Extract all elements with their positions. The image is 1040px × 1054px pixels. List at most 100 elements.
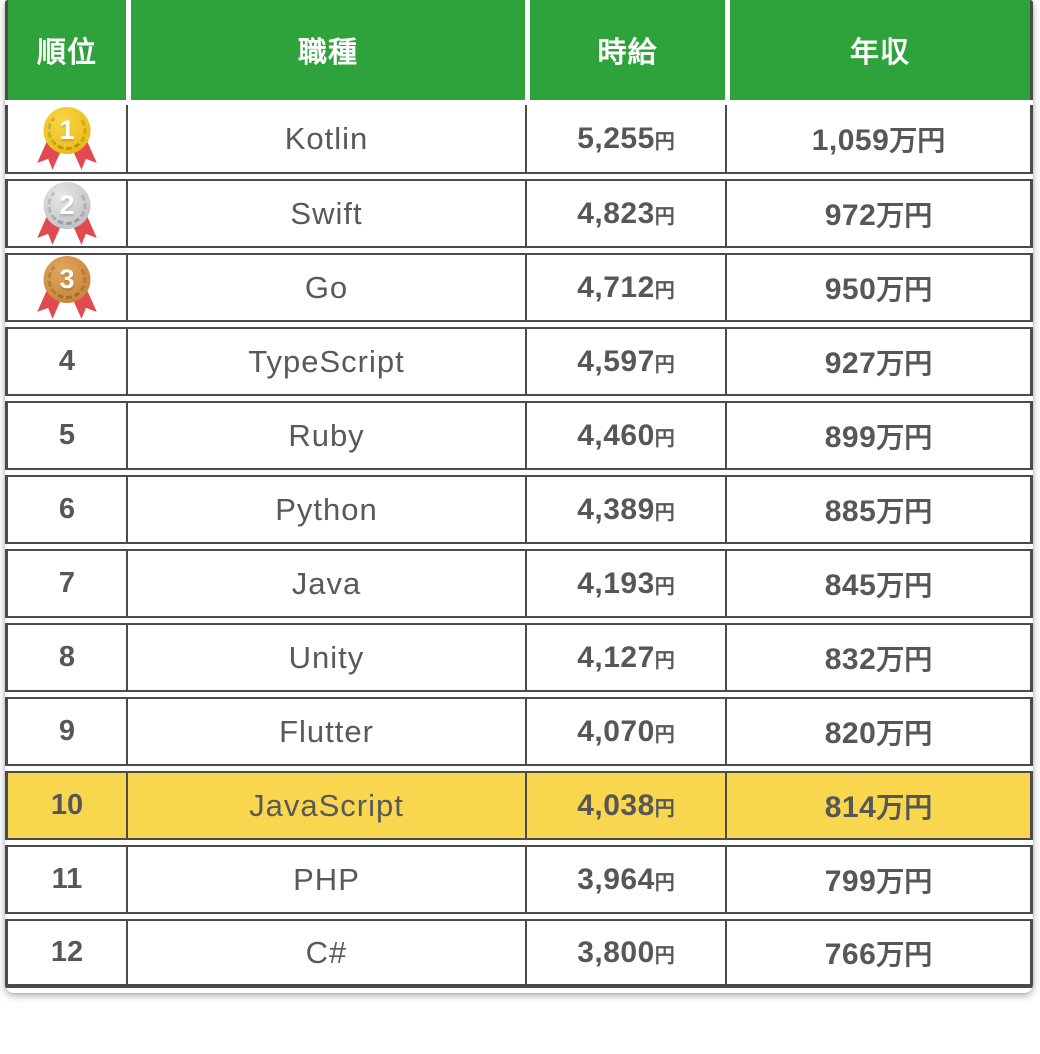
rank-cell: 5 <box>5 401 126 470</box>
hourly-wage-unit: 円 <box>654 871 675 894</box>
hourly-wage-value: 4,823 <box>577 196 655 230</box>
hourly-wage-cell: 3,800円 <box>525 919 725 988</box>
hourly-wage-cell: 4,597円 <box>525 327 725 396</box>
rank-number: 6 <box>58 493 76 525</box>
language-cell: Ruby <box>126 401 525 470</box>
header-wage: 時給 <box>525 0 725 100</box>
table-row: 3 Go 4,712円 950万円 <box>5 253 1033 322</box>
hourly-wage-cell: 3,964円 <box>525 845 725 914</box>
hourly-wage-unit: 円 <box>654 944 675 967</box>
hourly-wage-value: 3,800 <box>577 935 655 969</box>
language-cell: PHP <box>126 845 525 914</box>
hourly-wage-cell: 4,823円 <box>525 179 725 248</box>
medal-coin: 3 <box>43 255 91 303</box>
language-name: PHP <box>293 861 360 897</box>
rank-number: 9 <box>58 715 76 747</box>
annual-salary-unit: 万円 <box>876 421 933 453</box>
rank-cell: 9 <box>5 697 126 766</box>
medal-rank-number: 2 <box>59 189 75 220</box>
hourly-wage-unit: 円 <box>654 205 675 228</box>
language-name: Python <box>275 491 378 527</box>
rank-cell: 4 <box>5 327 126 396</box>
hourly-wage-value: 5,255 <box>577 121 655 155</box>
rank-number: 11 <box>51 863 83 895</box>
rank-cell: 1 <box>5 105 126 174</box>
hourly-wage-unit: 円 <box>654 279 675 302</box>
annual-salary-value: 820 <box>824 716 877 750</box>
language-cell: Python <box>126 475 525 544</box>
rank-cell: 8 <box>5 623 126 692</box>
language-name: C# <box>305 934 348 970</box>
table-row: 7 Java 4,193円 845万円 <box>5 549 1033 618</box>
hourly-wage-value: 4,038 <box>577 788 655 822</box>
language-cell: Java <box>126 549 525 618</box>
hourly-wage-value: 4,127 <box>577 640 655 674</box>
rank-number: 5 <box>58 419 76 451</box>
gold-medal-icon: 1 <box>39 106 95 171</box>
language-name: JavaScript <box>249 787 404 823</box>
hourly-wage-unit: 円 <box>654 427 675 450</box>
annual-salary-unit: 万円 <box>876 495 933 527</box>
annual-salary-unit: 万円 <box>876 791 933 823</box>
hourly-wage-value: 4,597 <box>577 344 655 378</box>
annual-salary-cell: 799万円 <box>725 845 1033 914</box>
annual-salary-unit: 万円 <box>876 643 933 675</box>
medal-rank-number: 3 <box>59 263 75 294</box>
language-cell: TypeScript <box>126 327 525 396</box>
header-job: 職種 <box>126 0 525 100</box>
table-row: 10 JavaScript 4,038円 814万円 <box>5 771 1033 840</box>
ranking-table: 順位 職種 時給 年収 1 Kotlin 5,255円 1,059万円 <box>5 0 1033 993</box>
rank-cell: 10 <box>5 771 126 840</box>
annual-salary-cell: 950万円 <box>725 253 1033 322</box>
hourly-wage-cell: 4,193円 <box>525 549 725 618</box>
header-rank: 順位 <box>5 0 126 100</box>
annual-salary-cell: 1,059万円 <box>725 105 1033 174</box>
annual-salary-value: 766 <box>824 937 877 971</box>
table-row: 12 C# 3,800円 766万円 <box>5 919 1033 988</box>
silver-medal-icon: 2 <box>39 181 95 246</box>
rank-cell: 11 <box>5 845 126 914</box>
hourly-wage-cell: 5,255円 <box>525 105 725 174</box>
header-salary: 年収 <box>725 0 1033 100</box>
language-cell: Kotlin <box>126 105 525 174</box>
hourly-wage-value: 4,070 <box>577 714 655 748</box>
annual-salary-unit: 万円 <box>876 569 933 601</box>
hourly-wage-unit: 円 <box>654 649 675 672</box>
language-cell: JavaScript <box>126 771 525 840</box>
hourly-wage-value: 4,389 <box>577 492 655 526</box>
language-name: Unity <box>288 639 365 675</box>
table-header: 順位 職種 時給 年収 <box>5 0 1033 100</box>
rank-number: 4 <box>58 345 76 377</box>
language-name: TypeScript <box>248 343 405 379</box>
table-row: 4 TypeScript 4,597円 927万円 <box>5 327 1033 396</box>
hourly-wage-cell: 4,127円 <box>525 623 725 692</box>
annual-salary-cell: 972万円 <box>725 179 1033 248</box>
medal-rank-number: 1 <box>59 114 75 145</box>
hourly-wage-cell: 4,712円 <box>525 253 725 322</box>
annual-salary-cell: 766万円 <box>725 919 1033 988</box>
rank-cell: 7 <box>5 549 126 618</box>
hourly-wage-value: 3,964 <box>577 862 655 896</box>
medal-coin: 2 <box>43 181 91 229</box>
medal-coin: 1 <box>43 106 91 154</box>
language-cell: Go <box>126 253 525 322</box>
annual-salary-value: 927 <box>824 346 877 380</box>
hourly-wage-value: 4,460 <box>577 418 655 452</box>
hourly-wage-unit: 円 <box>654 723 675 746</box>
rank-cell: 2 <box>5 179 126 248</box>
language-cell: Unity <box>126 623 525 692</box>
language-cell: Swift <box>126 179 525 248</box>
annual-salary-unit: 万円 <box>889 124 946 156</box>
table-row: 5 Ruby 4,460円 899万円 <box>5 401 1033 470</box>
table-row: 6 Python 4,389円 885万円 <box>5 475 1033 544</box>
hourly-wage-unit: 円 <box>654 130 675 153</box>
hourly-wage-unit: 円 <box>654 797 675 820</box>
language-name: Swift <box>290 195 363 231</box>
hourly-wage-unit: 円 <box>654 501 675 524</box>
annual-salary-unit: 万円 <box>876 199 933 231</box>
rank-cell: 12 <box>5 919 126 988</box>
annual-salary-cell: 845万円 <box>725 549 1033 618</box>
annual-salary-cell: 927万円 <box>725 327 1033 396</box>
annual-salary-cell: 832万円 <box>725 623 1033 692</box>
table-row: 11 PHP 3,964円 799万円 <box>5 845 1033 914</box>
